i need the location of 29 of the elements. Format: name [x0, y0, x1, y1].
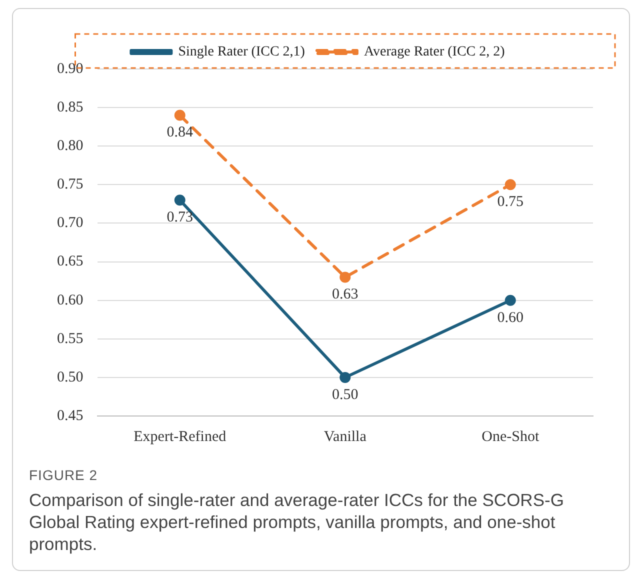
data-label: 0.60	[497, 310, 524, 326]
legend-label: Average Rater (ICC 2, 2)	[364, 44, 506, 60]
y-tick-label: 0.50	[57, 369, 84, 386]
caption: FIGURE 2	[29, 467, 99, 483]
point	[504, 294, 516, 306]
point	[504, 179, 516, 190]
y-tick-label: 0.70	[57, 215, 84, 232]
point	[340, 272, 351, 283]
text: Comparison of single-rater and average-rater ICCs for the SCORS-G Global Rating expert-refined prompts, vanilla prompts, and one-shot prompts.	[29, 489, 565, 555]
y-tick-label: 0.60	[57, 292, 84, 308]
data-label: 0.75	[497, 194, 524, 210]
y-tick-label: 0.90	[57, 60, 84, 77]
x-tick-label: Vanilla	[324, 428, 367, 445]
x-tick-label: One-Shot	[482, 428, 540, 445]
data-label: 0.84	[166, 124, 194, 141]
data-label: 0.73	[166, 210, 193, 226]
legend-label: Single Rater (ICC 2,1)	[178, 44, 306, 60]
y-tick-label: 0.85	[57, 99, 84, 116]
point	[174, 194, 186, 206]
y-tick-label: 0.75	[57, 176, 84, 193]
y-tick-label: 0.80	[57, 138, 84, 154]
x-tick-label: Expert-Refined	[134, 428, 227, 445]
point	[340, 372, 351, 383]
data-label: 0.63	[332, 286, 358, 303]
y-tick-label: 0.45	[57, 408, 84, 424]
data-label: 0.50	[332, 386, 358, 403]
y-tick-label: 0.55	[57, 330, 84, 347]
y-tick-label: 0.65	[57, 254, 84, 270]
point	[174, 110, 186, 121]
